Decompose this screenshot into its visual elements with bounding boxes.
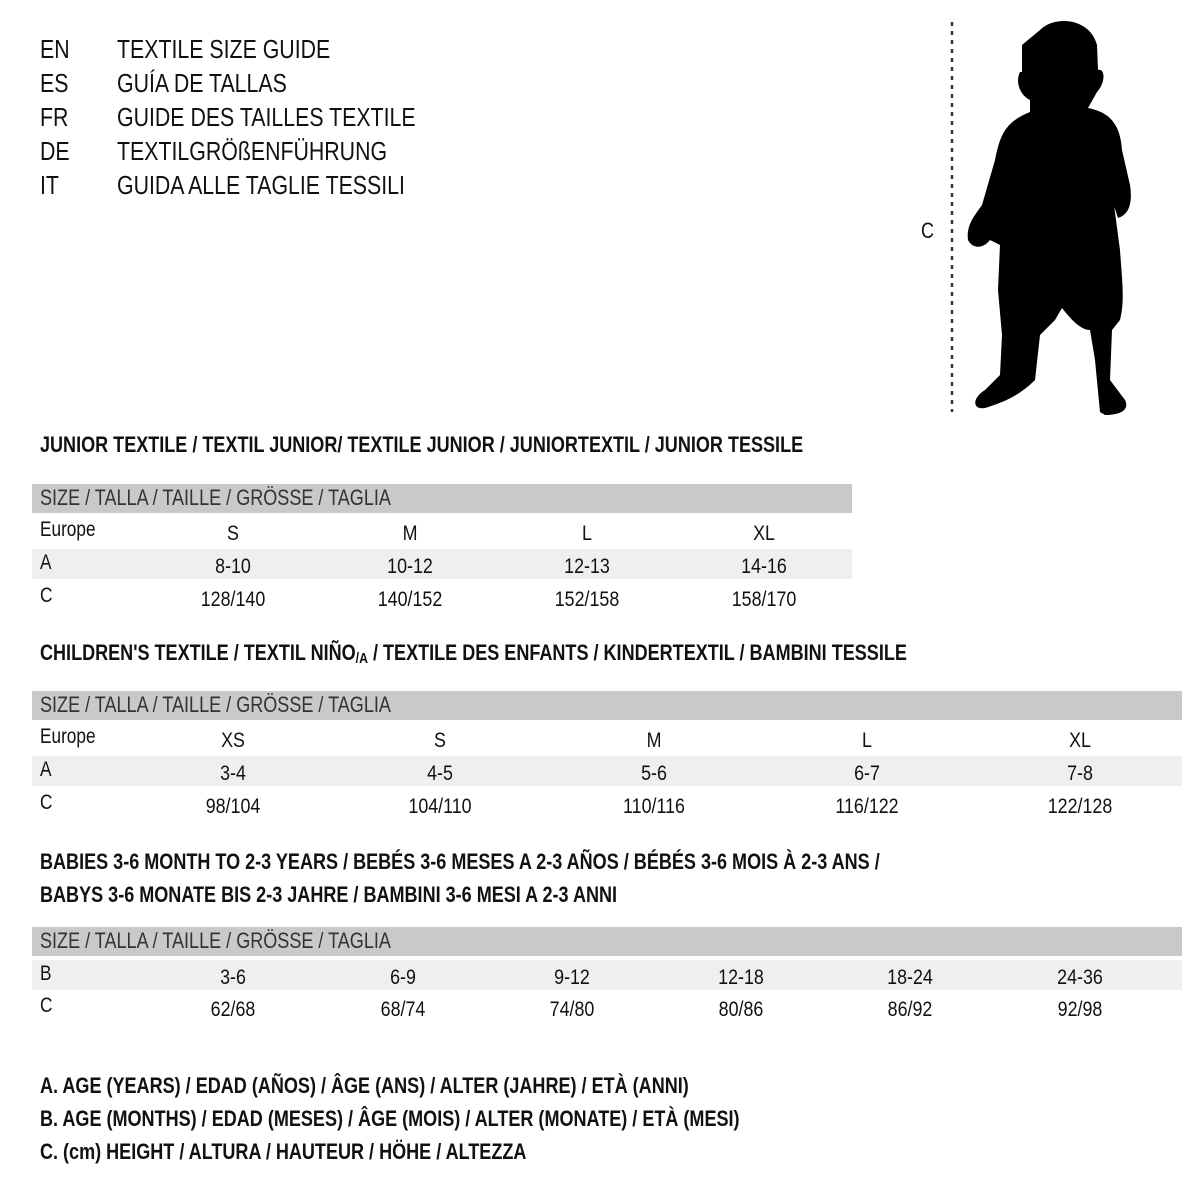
table-cell: 68/74: [380, 998, 426, 1021]
table-cell: 14-16: [741, 555, 787, 578]
language-title: TEXTILE SIZE GUIDE: [117, 34, 331, 64]
table-cell: 140/152: [377, 588, 443, 611]
table-cell: L: [582, 522, 592, 545]
table-cell: 104/110: [408, 795, 472, 818]
table-cell: S: [434, 729, 446, 752]
babies-size-header: [32, 927, 1182, 956]
table-cell: L: [862, 729, 872, 752]
table-cell: 86/92: [887, 998, 933, 1021]
language-code: FR: [40, 102, 69, 132]
table-cell: 110/116: [623, 795, 685, 818]
children-shaded-row: [32, 756, 1182, 786]
junior-size-header-text: SIZE / TALLA / TAILLE / GRÖSSE / TAGLIA: [40, 485, 391, 510]
table-cell: 12-13: [564, 555, 610, 578]
table-cell: 9-12: [554, 966, 590, 989]
table-cell: XS: [221, 729, 245, 752]
junior-shaded-row: [32, 549, 852, 579]
table-cell: XL: [753, 522, 775, 545]
children-heading-sub: /A: [355, 650, 368, 667]
row-label: A: [40, 758, 52, 781]
table-cell: 62/68: [210, 998, 256, 1021]
table-cell: 12-18: [718, 966, 764, 989]
children-heading: CHILDREN'S TEXTILE / TEXTIL NIÑO/A / TEX…: [40, 640, 907, 667]
table-cell: 7-8: [1067, 762, 1093, 785]
table-cell: 3-6: [220, 966, 246, 989]
table-cell: 4-5: [427, 762, 453, 785]
table-cell: 128/140: [200, 588, 266, 611]
babies-shaded-row: [32, 960, 1182, 990]
table-cell: 80/86: [718, 998, 764, 1021]
child-silhouette: [967, 21, 1131, 416]
language-title: GUÍA DE TALLAS: [117, 68, 287, 98]
table-cell: S: [227, 522, 239, 545]
language-title: TEXTILGRÖßENFÜHRUNG: [117, 136, 388, 166]
language-code: DE: [40, 136, 70, 166]
babies-heading-line2: BABYS 3-6 MONATE BIS 2-3 JAHRE / BAMBINI…: [40, 882, 618, 907]
table-cell: 8-10: [215, 555, 251, 578]
table-cell: 6-7: [854, 762, 880, 785]
legend-a: A. AGE (YEARS) / EDAD (AÑOS) / ÂGE (ANS)…: [40, 1073, 689, 1098]
children-size-header: [32, 691, 1182, 720]
figure-measure-label: C: [921, 218, 935, 243]
child-silhouette-icon: [950, 21, 1131, 416]
table-cell: 98/104: [205, 795, 261, 818]
table-cell: 152/158: [554, 588, 620, 611]
junior-heading: JUNIOR TEXTILE / TEXTIL JUNIOR/ TEXTILE …: [40, 432, 804, 457]
table-cell: 116/122: [835, 795, 899, 818]
children-heading-text-2: / TEXTILE DES ENFANTS / KINDERTEXTIL / B…: [367, 640, 907, 665]
table-cell: 122/128: [1047, 795, 1113, 818]
row-label: A: [40, 551, 52, 574]
table-cell: 158/170: [731, 588, 797, 611]
children-size-header-text: SIZE / TALLA / TAILLE / GRÖSSE / TAGLIA: [40, 692, 391, 717]
language-code: EN: [40, 34, 70, 64]
table-cell: M: [646, 729, 662, 752]
junior-size-header: [32, 484, 852, 513]
table-cell: 92/98: [1057, 998, 1103, 1021]
babies-size-header-text: SIZE / TALLA / TAILLE / GRÖSSE / TAGLIA: [40, 928, 391, 953]
row-label: Europe: [40, 725, 96, 748]
children-heading-text: CHILDREN'S TEXTILE / TEXTIL NIÑO: [40, 640, 356, 665]
language-title: GUIDE DES TAILLES TEXTILE: [117, 102, 416, 132]
legend-b: B. AGE (MONTHS) / EDAD (MESES) / ÂGE (MO…: [40, 1106, 740, 1131]
table-cell: 10-12: [387, 555, 433, 578]
table-cell: 18-24: [887, 966, 933, 989]
table-cell: 6-9: [390, 966, 416, 989]
language-title: GUIDA ALLE TAGLIE TESSILI: [117, 170, 405, 200]
table-cell: XL: [1069, 729, 1091, 752]
table-cell: M: [402, 522, 418, 545]
row-label: C: [40, 584, 53, 607]
table-cell: 5-6: [641, 762, 667, 785]
legend-c: C. (cm) HEIGHT / ALTURA / HAUTEUR / HÖHE…: [40, 1139, 527, 1164]
language-code: IT: [40, 170, 59, 200]
row-label: C: [40, 994, 53, 1017]
language-code: ES: [40, 68, 69, 98]
row-label: C: [40, 791, 53, 814]
babies-heading-line1: BABIES 3-6 MONTH TO 2-3 YEARS / BEBÉS 3-…: [40, 849, 880, 874]
row-label: Europe: [40, 518, 96, 541]
row-label: B: [40, 962, 52, 985]
table-cell: 74/80: [549, 998, 595, 1021]
table-cell: 24-36: [1057, 966, 1103, 989]
table-cell: 3-4: [220, 762, 246, 785]
